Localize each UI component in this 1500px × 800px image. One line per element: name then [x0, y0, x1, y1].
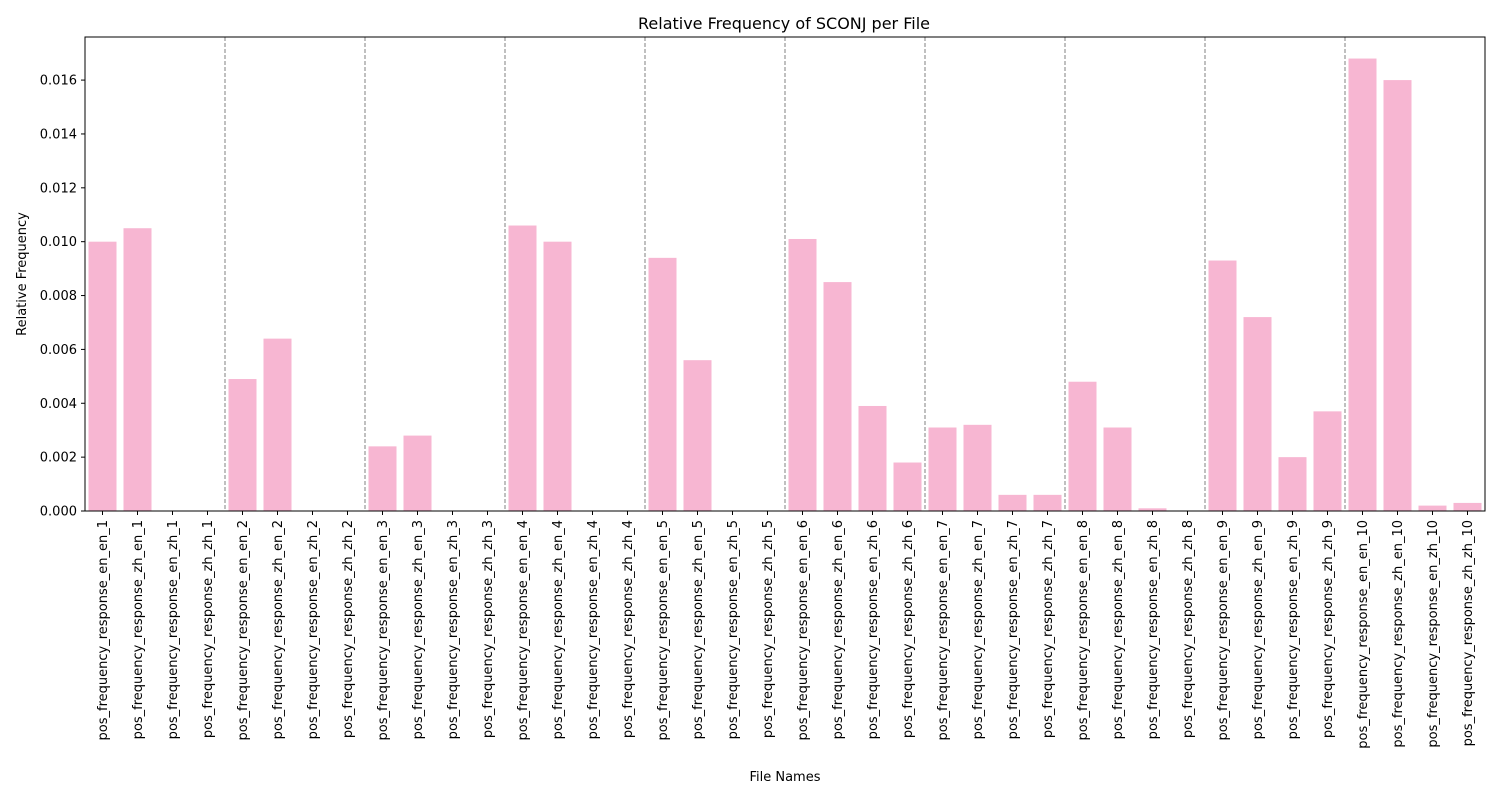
y-tick-label: 0.016	[40, 74, 77, 89]
plot-frame	[84, 36, 1486, 512]
x-tick-label: pos_frequency_response_zh_zh_1	[201, 520, 216, 738]
bar	[858, 405, 887, 511]
x-tick-label: pos_frequency_response_zh_en_3	[411, 520, 426, 739]
bar	[123, 228, 152, 511]
x-tick-label: pos_frequency_response_en_zh_10	[1426, 520, 1441, 748]
bar	[228, 379, 257, 511]
bar	[1313, 411, 1342, 511]
bar	[1033, 494, 1062, 511]
bar	[683, 360, 712, 511]
group-separators	[224, 37, 1346, 511]
y-tick-label: 0.004	[40, 397, 77, 412]
bar	[893, 462, 922, 511]
x-tick-label: pos_frequency_response_zh_en_8	[1111, 520, 1126, 739]
bar	[1138, 508, 1167, 511]
x-tick-label: pos_frequency_response_zh_zh_2	[341, 520, 356, 738]
x-tick-label: pos_frequency_response_en_en_7	[936, 520, 951, 740]
bar	[1348, 58, 1377, 512]
bars	[88, 58, 1482, 512]
bar	[1243, 317, 1272, 511]
bar	[648, 257, 677, 511]
y-tick-label: 0.014	[40, 127, 77, 142]
x-tick-label: pos_frequency_response_zh_zh_9	[1321, 520, 1336, 738]
y-tick-label: 0.012	[40, 181, 77, 196]
x-tick-label: pos_frequency_response_en_zh_7	[1006, 520, 1021, 739]
x-tick-label: pos_frequency_response_en_en_3	[376, 520, 391, 740]
x-tick-label: pos_frequency_response_en_zh_1	[166, 520, 181, 739]
x-tick-label: pos_frequency_response_zh_zh_10	[1461, 520, 1476, 746]
x-tick-label: pos_frequency_response_en_zh_4	[586, 520, 601, 739]
x-tick-label: pos_frequency_response_zh_en_6	[831, 520, 846, 739]
x-tick-label: pos_frequency_response_zh_zh_4	[621, 520, 636, 738]
x-tick-label: pos_frequency_response_en_en_10	[1356, 520, 1371, 749]
x-tick-label: pos_frequency_response_zh_en_1	[131, 520, 146, 739]
x-tick-label: pos_frequency_response_en_en_6	[796, 520, 811, 740]
x-tick-label: pos_frequency_response_en_zh_5	[726, 520, 741, 739]
x-tick-label: pos_frequency_response_en_zh_6	[866, 520, 881, 739]
bar	[1418, 505, 1447, 511]
bar	[403, 435, 432, 511]
y-axis-label: Relative Frequency	[15, 212, 30, 336]
x-tick-label: pos_frequency_response_zh_en_2	[271, 520, 286, 739]
bar	[928, 427, 957, 511]
x-tick-label: pos_frequency_response_zh_zh_7	[1041, 520, 1056, 738]
x-axis: pos_frequency_response_en_en_1 pos_freque…	[96, 511, 1476, 749]
bar	[508, 225, 537, 511]
bar	[1208, 260, 1237, 511]
x-tick-label: pos_frequency_response_en_en_2	[236, 520, 251, 740]
bar	[368, 446, 397, 511]
bar	[1278, 457, 1307, 511]
x-tick-label: pos_frequency_response_zh_en_9	[1251, 520, 1266, 739]
y-tick-label: 0.008	[40, 289, 77, 304]
y-axis: 0.000 0.002 0.004 0.006 0.008 0.010 0.012 0.014…	[40, 74, 85, 520]
bar	[1453, 502, 1482, 511]
bar	[1068, 381, 1097, 511]
y-tick-label: 0.000	[40, 505, 77, 520]
y-tick-label: 0.006	[40, 343, 77, 358]
x-tick-label: pos_frequency_response_zh_en_10	[1391, 520, 1406, 748]
x-tick-label: pos_frequency_response_en_zh_9	[1286, 520, 1301, 739]
bar	[1383, 80, 1412, 511]
x-tick-label: pos_frequency_response_en_zh_3	[446, 520, 461, 739]
x-tick-label: pos_frequency_response_zh_zh_8	[1181, 520, 1196, 738]
x-tick-label: pos_frequency_response_en_en_4	[516, 520, 531, 740]
chart-title: Relative Frequency of SCONJ per File	[638, 14, 930, 33]
x-tick-label: pos_frequency_response_zh_en_7	[971, 520, 986, 739]
x-tick-label: pos_frequency_response_en_en_9	[1216, 520, 1231, 740]
bar	[1103, 427, 1132, 511]
bar	[998, 494, 1027, 511]
bar	[963, 424, 992, 511]
x-tick-label: pos_frequency_response_en_en_5	[656, 520, 671, 740]
x-tick-label: pos_frequency_response_zh_zh_6	[901, 520, 916, 738]
x-tick-label: pos_frequency_response_zh_zh_3	[481, 520, 496, 738]
bar	[788, 238, 817, 512]
x-tick-label: pos_frequency_response_zh_zh_5	[761, 520, 776, 738]
x-tick-label: pos_frequency_response_en_zh_8	[1146, 520, 1161, 739]
x-tick-label: pos_frequency_response_en_zh_2	[306, 520, 321, 739]
bar	[823, 282, 852, 511]
x-tick-label: pos_frequency_response_en_en_8	[1076, 520, 1091, 740]
x-axis-label: File Names	[749, 770, 820, 785]
bar	[263, 338, 292, 511]
x-tick-label: pos_frequency_response_zh_en_4	[551, 520, 566, 739]
y-tick-label: 0.002	[40, 451, 77, 466]
bar	[543, 241, 572, 511]
x-tick-label: pos_frequency_response_zh_en_5	[691, 520, 706, 739]
x-tick-label: pos_frequency_response_en_en_1	[96, 520, 111, 740]
bar	[88, 241, 117, 511]
y-tick-label: 0.010	[40, 235, 77, 250]
